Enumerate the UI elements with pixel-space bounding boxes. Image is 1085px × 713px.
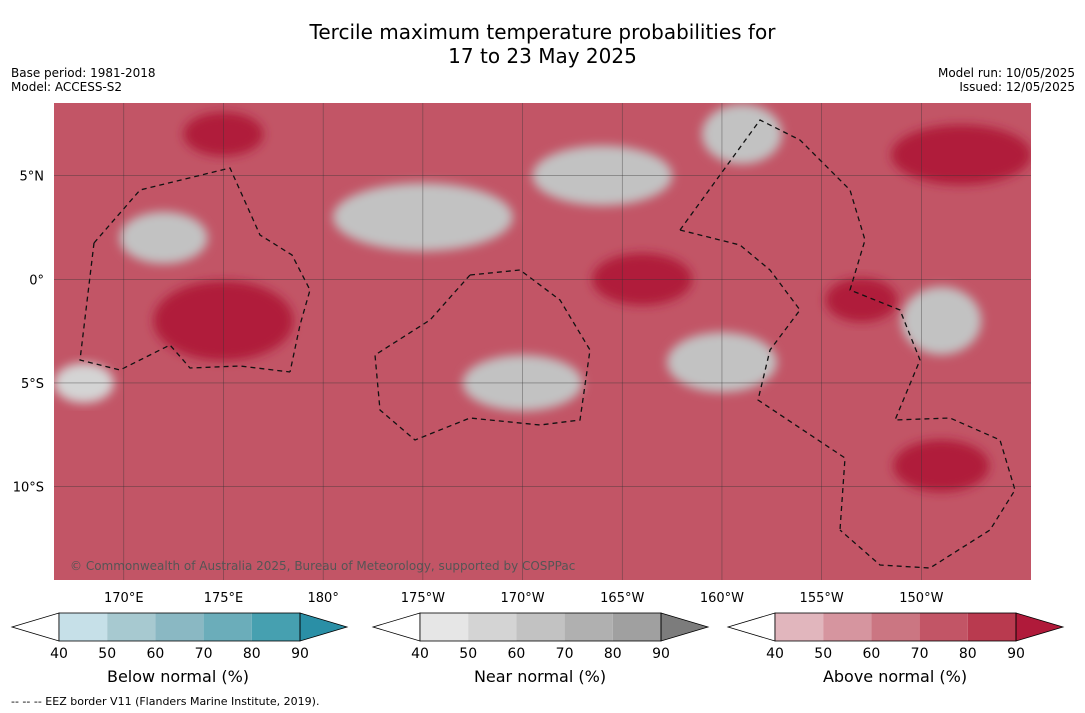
- x-axis-ticks: 170°E 175°E 180° 175°W 170°W 165°W 160°W 155°W 1…: [104, 591, 944, 606]
- x-tick-label-2: 180°: [308, 591, 339, 606]
- colorbar-2-segment-0: [775, 613, 824, 641]
- colorbar-1-segment-3: [564, 613, 613, 641]
- region-above-6: [891, 124, 1031, 185]
- model-run-text: Model run: 10/05/2025: [937, 66, 1075, 80]
- copyright-text: © Commonwealth of Australia 2025, Bureau…: [70, 559, 575, 573]
- colorbar-2-tick-2: 60: [862, 646, 880, 662]
- colorbar-label-below: Below normal (%): [106, 667, 250, 686]
- colorbar-1-segment-2: [516, 613, 565, 641]
- meta-left: Base period: 1981-2018 Model: ACCESS-S2: [11, 66, 156, 94]
- colorbar-0-tick-1: 50: [98, 646, 116, 662]
- y-tick-label-1: 0°: [29, 273, 44, 288]
- region-near-9: [701, 104, 782, 165]
- eez-border-4: [679, 229, 846, 531]
- eez-border-1: [79, 242, 291, 373]
- colorbar-label-above: Above normal (%): [822, 667, 968, 686]
- x-tick-label-0: 170°E: [104, 591, 144, 606]
- colorbar-2-frame: [774, 612, 1017, 642]
- x-tick-label-7: 155°W: [800, 591, 844, 606]
- x-tick-label-3: 175°W: [401, 591, 445, 606]
- colorbar-0-under: [10, 612, 60, 642]
- region-near-10: [119, 211, 208, 264]
- x-tick-label-4: 170°W: [500, 591, 544, 606]
- y-tick-label-3: 10°S: [13, 481, 44, 496]
- colorbar-0-frame: [58, 612, 301, 642]
- colorbar-1-segment-1: [468, 613, 517, 641]
- eez-border-3: [679, 119, 1016, 569]
- region-above-3: [825, 278, 898, 323]
- y-axis-ticks: 5°N 0° 5°S 10°S: [13, 170, 44, 496]
- chart-title: Tercile maximum temperature probabilitie…: [0, 20, 1085, 68]
- colorbar-0-tick-5: 90: [291, 646, 309, 662]
- colorbar-0-tick-3: 70: [195, 646, 213, 662]
- colorbar-label-near: Near normal (%): [473, 667, 607, 686]
- colorbar-1-tick-2: 60: [507, 646, 525, 662]
- colorbar-2-over: [1015, 612, 1065, 642]
- colorbar-0: 40 50 60 70 80 90: [10, 612, 349, 662]
- colorbar-1-tick-4: 80: [604, 646, 622, 662]
- region-near-13: [901, 286, 982, 355]
- colorbar-0-segment-1: [107, 613, 156, 641]
- x-tick-label-6: 160°W: [700, 591, 744, 606]
- colorbar-0-tick-0: 40: [50, 646, 68, 662]
- issued-text: Issued: 12/05/2025: [959, 80, 1075, 94]
- colorbar-2: 40 50 60 70 80 90: [726, 612, 1065, 662]
- colorbar-0-segment-0: [59, 613, 108, 641]
- colorbar-2-segment-1: [823, 613, 872, 641]
- plot-area: [54, 103, 1031, 580]
- colorbar-2-segment-2: [871, 613, 920, 641]
- colorbars: 40 50 60 70 80 90 40 50 60 70 80 90 40 50 60 70 80 90: [10, 612, 1065, 662]
- chart-title-line2: 17 to 23 May 2025: [448, 44, 637, 68]
- meta-right: Model run: 10/05/2025 Issued: 12/05/2025: [938, 66, 1075, 94]
- colorbar-0-segment-3: [203, 613, 252, 641]
- colorbar-2-segment-4: [967, 613, 1016, 641]
- colorbar-2-segment-3: [919, 613, 968, 641]
- eez-border-2: [374, 269, 591, 441]
- colorbar-0-over: [299, 612, 349, 642]
- colorbar-1-tick-0: 40: [411, 646, 429, 662]
- colorbar-1-tick-1: 50: [459, 646, 477, 662]
- eez-borders: [79, 119, 1016, 569]
- y-tick-label-2: 5°S: [21, 377, 44, 392]
- eez-footnote: -- -- -- EEZ border V11 (Flanders Marine…: [11, 695, 320, 708]
- x-tick-label-8: 150°W: [899, 591, 943, 606]
- colorbar-0-tick-2: 60: [146, 646, 164, 662]
- chart-title-line1: Tercile maximum temperature probabilitie…: [309, 20, 776, 44]
- colorbar-0-segment-4: [251, 613, 300, 641]
- colorbar-1: 40 50 60 70 80 90: [371, 612, 710, 662]
- base-period-text: Base period: 1981-2018: [11, 66, 156, 80]
- colorbar-1-frame: [419, 612, 662, 642]
- colorbar-2-tick-1: 50: [814, 646, 832, 662]
- colorbar-2-under: [726, 612, 776, 642]
- colorbar-1-segment-4: [612, 613, 661, 641]
- gridlines: [54, 103, 1031, 580]
- colorbar-1-under: [371, 612, 421, 642]
- x-tick-label-1: 175°E: [204, 591, 244, 606]
- eez-border-0: [93, 167, 311, 373]
- colorbar-1-over: [660, 612, 710, 642]
- colorbar-0-tick-4: 80: [243, 646, 261, 662]
- colorbar-0-segment-2: [155, 613, 204, 641]
- colorbar-2-tick-0: 40: [766, 646, 784, 662]
- colorbar-2-tick-5: 90: [1007, 646, 1025, 662]
- colorbar-1-segment-0: [420, 613, 469, 641]
- model-text: Model: ACCESS-S2: [11, 80, 123, 94]
- colorbar-2-tick-3: 70: [911, 646, 929, 662]
- colorbar-1-tick-5: 90: [652, 646, 670, 662]
- colorbar-1-tick-3: 70: [556, 646, 574, 662]
- colorbar-2-tick-4: 80: [959, 646, 977, 662]
- x-tick-label-5: 165°W: [600, 591, 644, 606]
- region-above-4: [893, 439, 990, 492]
- y-tick-label-0: 5°N: [20, 170, 45, 185]
